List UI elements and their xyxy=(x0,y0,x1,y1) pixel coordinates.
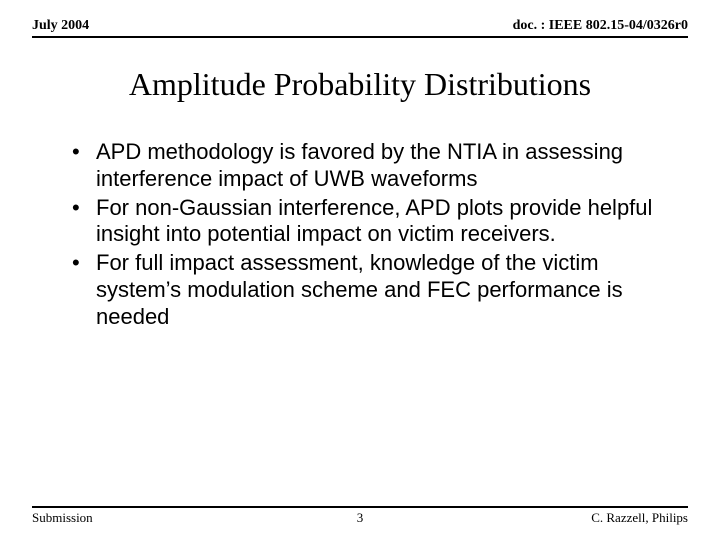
bullet-text: APD methodology is favored by the NTIA i… xyxy=(96,139,623,191)
bullet-list: APD methodology is favored by the NTIA i… xyxy=(72,139,668,331)
bullet-item: For full impact assessment, knowledge of… xyxy=(72,250,668,330)
slide-footer: Submission 3 C. Razzell, Philips xyxy=(32,506,688,526)
footer-author: C. Razzell, Philips xyxy=(591,510,688,526)
header-doc-number: doc. : IEEE 802.15-04/0326r0 xyxy=(513,18,688,34)
bullet-item: For non-Gaussian interference, APD plots… xyxy=(72,195,668,249)
bullet-text: For non-Gaussian interference, APD plots… xyxy=(96,195,652,247)
bullet-text: For full impact assessment, knowledge of… xyxy=(96,250,623,329)
slide-header: July 2004 doc. : IEEE 802.15-04/0326r0 xyxy=(32,18,688,38)
slide-title: Amplitude Probability Distributions xyxy=(32,66,688,103)
footer-left: Submission xyxy=(32,510,93,526)
bullet-item: APD methodology is favored by the NTIA i… xyxy=(72,139,668,193)
slide-body: APD methodology is favored by the NTIA i… xyxy=(32,139,688,331)
footer-page-number: 3 xyxy=(357,510,364,526)
slide: July 2004 doc. : IEEE 802.15-04/0326r0 A… xyxy=(0,0,720,540)
header-date: July 2004 xyxy=(32,18,89,34)
